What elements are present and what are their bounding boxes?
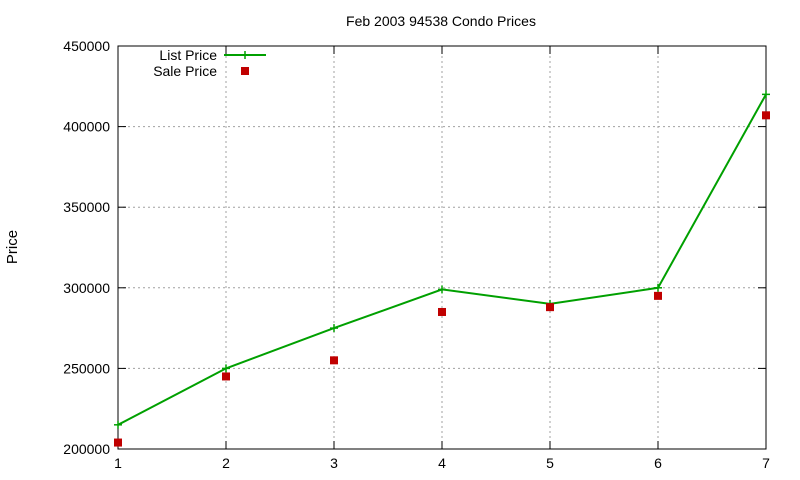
y-tick-label: 300000 xyxy=(63,280,110,296)
list-price-point xyxy=(114,420,122,429)
y-axis-label: Price xyxy=(4,230,21,264)
sale-price-point xyxy=(438,307,446,316)
x-tick-label: 1 xyxy=(114,455,122,471)
x-tick-label: 2 xyxy=(222,455,230,471)
sale-price-point xyxy=(654,291,662,300)
x-tick-label: 6 xyxy=(654,455,662,471)
y-tick-label: 350000 xyxy=(63,199,110,215)
legend-label: Sale Price xyxy=(153,63,217,79)
sale-price-point xyxy=(546,303,554,312)
list-price-point xyxy=(330,324,338,333)
legend-label: List Price xyxy=(159,47,217,63)
legend-swatch-sale-price xyxy=(241,67,249,75)
list-price-point xyxy=(438,285,446,294)
sale-price-point xyxy=(762,111,770,120)
y-tick-label: 400000 xyxy=(63,119,110,135)
sale-price-point xyxy=(114,438,122,447)
axis-ticks: 200000 250000 300000 350000 400000 450000 1 2 3 4… xyxy=(63,38,770,471)
x-tick-label: 4 xyxy=(438,455,446,471)
sale-price-point xyxy=(330,356,338,365)
x-tick-label: 3 xyxy=(330,455,338,471)
list-price-line xyxy=(117,93,767,426)
list-price-point xyxy=(762,90,770,99)
y-tick-label: 250000 xyxy=(63,360,110,376)
y-tick-label: 200000 xyxy=(63,441,110,457)
x-tick-label: 7 xyxy=(762,455,770,471)
chart-title: Feb 2003 94538 Condo Prices xyxy=(346,13,536,29)
x-tick-label: 5 xyxy=(546,455,554,471)
list-price-point xyxy=(654,283,662,292)
grid xyxy=(118,46,766,449)
y-tick-label: 450000 xyxy=(63,38,110,54)
list-price-point xyxy=(222,364,230,373)
series xyxy=(114,90,770,447)
legend-marker-list-price xyxy=(241,51,249,59)
sale-price-point xyxy=(222,372,230,381)
